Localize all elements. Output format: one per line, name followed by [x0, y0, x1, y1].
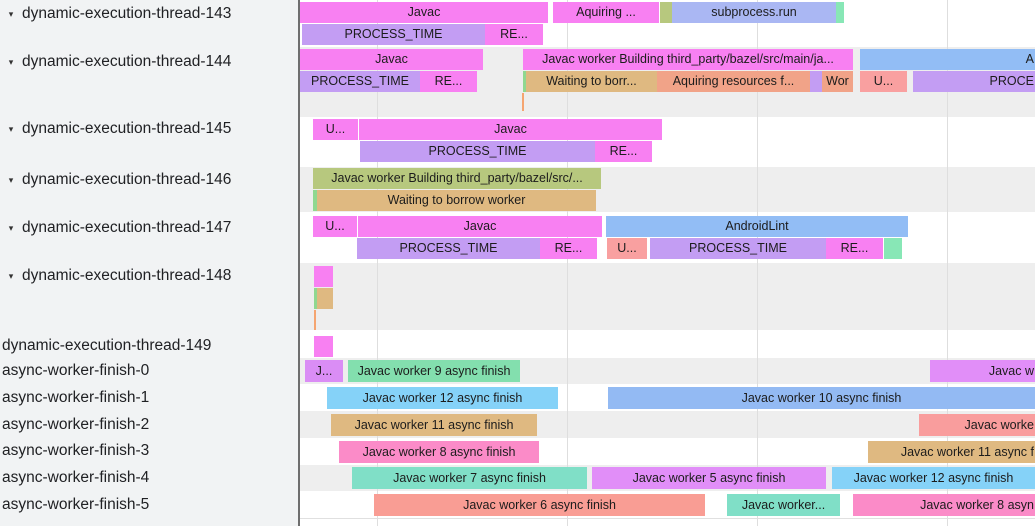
- trace-slice[interactable]: U...: [313, 216, 357, 237]
- sidebar-track-dynamic-execution-thread-149[interactable]: dynamic-execution-thread-149: [0, 336, 298, 356]
- sidebar-track-async-worker-finish-4[interactable]: async-worker-finish-4: [0, 468, 298, 488]
- track-label: async-worker-finish-2: [2, 416, 150, 433]
- trace-slice[interactable]: [314, 288, 317, 309]
- trace-slice[interactable]: Javac worker 8 asyn: [853, 494, 1035, 516]
- track-label: dynamic-execution-thread-143: [22, 5, 232, 22]
- trace-slice[interactable]: Aquiring ...: [553, 2, 659, 23]
- trace-slice[interactable]: subprocess.run: [672, 2, 836, 23]
- trace-slice[interactable]: RE...: [595, 141, 652, 162]
- track-background: [300, 330, 1035, 358]
- trace-slice[interactable]: Javac worker 10 async finish: [608, 387, 1035, 409]
- trace-slice[interactable]: U...: [313, 119, 358, 140]
- collapse-triangle-icon[interactable]: ▾: [8, 175, 14, 185]
- trace-slice[interactable]: PROCESS_TIME: [650, 238, 826, 259]
- trace-slice[interactable]: PROCE: [913, 71, 1035, 92]
- sidebar-track-dynamic-execution-thread-147[interactable]: ▾ dynamic-execution-thread-147: [0, 218, 298, 238]
- trace-slice[interactable]: A: [860, 49, 1035, 70]
- trace-slice[interactable]: Javac worker 6 async finish: [374, 494, 705, 516]
- trace-slice[interactable]: Wor: [822, 71, 853, 92]
- trace-slice[interactable]: Javac worker...: [727, 494, 840, 516]
- sidebar-track-async-worker-finish-0[interactable]: async-worker-finish-0: [0, 361, 298, 381]
- collapse-triangle-icon[interactable]: ▾: [8, 223, 14, 233]
- trace-slice[interactable]: Javac worker 7 async finish: [352, 467, 587, 489]
- trace-slice[interactable]: Aquiring resources f...: [657, 71, 810, 92]
- trace-slice[interactable]: Javac worker 8 async finish: [339, 441, 539, 463]
- track-label: dynamic-execution-thread-145: [22, 120, 232, 137]
- trace-slice[interactable]: Waiting to borrow worker: [317, 190, 596, 211]
- trace-slice[interactable]: [522, 93, 524, 111]
- row-divider: [300, 518, 1035, 519]
- trace-slice[interactable]: Javac worker 12 async finish: [832, 467, 1035, 489]
- track-label: dynamic-execution-thread-149: [2, 337, 212, 354]
- trace-slice[interactable]: U...: [860, 71, 907, 92]
- track-name-sidebar: ▾ dynamic-execution-thread-143 ▾ dynamic-ex…: [0, 0, 300, 526]
- trace-slice[interactable]: Javac: [359, 119, 662, 140]
- gridline: [377, 0, 378, 526]
- track-label: async-worker-finish-0: [2, 362, 150, 379]
- trace-slice[interactable]: [884, 238, 902, 259]
- trace-slice[interactable]: [836, 2, 844, 23]
- trace-slice[interactable]: Javac: [300, 49, 483, 70]
- collapse-triangle-icon[interactable]: ▾: [8, 271, 14, 281]
- sidebar-track-async-worker-finish-2[interactable]: async-worker-finish-2: [0, 415, 298, 435]
- trace-slice[interactable]: RE...: [540, 238, 597, 259]
- trace-slice[interactable]: [810, 71, 822, 92]
- sidebar-track-dynamic-execution-thread-143[interactable]: ▾ dynamic-execution-thread-143: [0, 4, 298, 24]
- trace-slice[interactable]: Javac worker 12 async finish: [327, 387, 558, 409]
- trace-slice[interactable]: PROCESS_TIME: [360, 141, 595, 162]
- trace-slice[interactable]: [313, 190, 317, 211]
- trace-slice[interactable]: Javac worker 9 async finish: [348, 360, 520, 382]
- collapse-triangle-icon[interactable]: ▾: [8, 57, 14, 67]
- gridline: [947, 0, 948, 526]
- trace-slice[interactable]: [314, 310, 316, 330]
- trace-slice[interactable]: RE...: [826, 238, 883, 259]
- track-label: async-worker-finish-3: [2, 442, 150, 459]
- trace-slice[interactable]: Javac worker Building third_party/bazel/…: [313, 168, 601, 189]
- trace-slice[interactable]: Waiting to borr...: [526, 71, 657, 92]
- trace-slice[interactable]: [314, 336, 333, 357]
- sidebar-track-async-worker-finish-1[interactable]: async-worker-finish-1: [0, 388, 298, 408]
- sidebar-track-dynamic-execution-thread-144[interactable]: ▾ dynamic-execution-thread-144: [0, 52, 298, 72]
- trace-slice[interactable]: Javac worker 5 async finish: [592, 467, 826, 489]
- trace-slice[interactable]: Javac: [300, 2, 548, 23]
- trace-slice[interactable]: AndroidLint: [606, 216, 908, 237]
- sidebar-track-dynamic-execution-thread-148[interactable]: ▾ dynamic-execution-thread-148: [0, 266, 298, 286]
- trace-slice[interactable]: RE...: [485, 24, 543, 45]
- track-label: async-worker-finish-1: [2, 389, 150, 406]
- track-label: dynamic-execution-thread-144: [22, 53, 232, 70]
- gridline: [567, 0, 568, 526]
- trace-slice[interactable]: [660, 2, 672, 23]
- trace-slice[interactable]: Javac w: [930, 360, 1035, 382]
- sidebar-track-dynamic-execution-thread-145[interactable]: ▾ dynamic-execution-thread-145: [0, 119, 298, 139]
- gridline: [757, 0, 758, 526]
- trace-slice[interactable]: [523, 71, 526, 92]
- sidebar-track-async-worker-finish-3[interactable]: async-worker-finish-3: [0, 441, 298, 461]
- trace-slice[interactable]: [317, 288, 333, 309]
- track-label: dynamic-execution-thread-147: [22, 219, 232, 236]
- trace-slice[interactable]: J...: [305, 360, 343, 382]
- trace-slice[interactable]: PROCESS_TIME: [302, 24, 485, 45]
- track-label: dynamic-execution-thread-148: [22, 267, 232, 284]
- track-label: async-worker-finish-4: [2, 469, 150, 486]
- trace-slice[interactable]: Javac worker 11 async finish: [331, 414, 537, 436]
- trace-slice[interactable]: [314, 266, 333, 287]
- track-background: [300, 263, 1035, 330]
- trace-slice[interactable]: Javac worker 11 async f: [868, 441, 1035, 463]
- sidebar-track-dynamic-execution-thread-146[interactable]: ▾ dynamic-execution-thread-146: [0, 170, 298, 190]
- collapse-triangle-icon[interactable]: ▾: [8, 9, 14, 19]
- timeline[interactable]: Javac Aquiring ... subprocess.run PROCESS_T…: [300, 0, 1035, 526]
- track-label: async-worker-finish-5: [2, 496, 150, 513]
- collapse-triangle-icon[interactable]: ▾: [8, 124, 14, 134]
- track-label: dynamic-execution-thread-146: [22, 171, 232, 188]
- trace-slice[interactable]: Javac worker Building third_party/bazel/…: [523, 49, 853, 70]
- trace-slice[interactable]: PROCESS_TIME: [357, 238, 540, 259]
- sidebar-track-async-worker-finish-5[interactable]: async-worker-finish-5: [0, 495, 298, 515]
- trace-slice[interactable]: Javac worke: [919, 414, 1035, 436]
- trace-slice[interactable]: Javac: [358, 216, 602, 237]
- trace-slice[interactable]: U...: [607, 238, 647, 259]
- trace-slice[interactable]: PROCESS_TIME: [300, 71, 420, 92]
- trace-slice[interactable]: RE...: [420, 71, 477, 92]
